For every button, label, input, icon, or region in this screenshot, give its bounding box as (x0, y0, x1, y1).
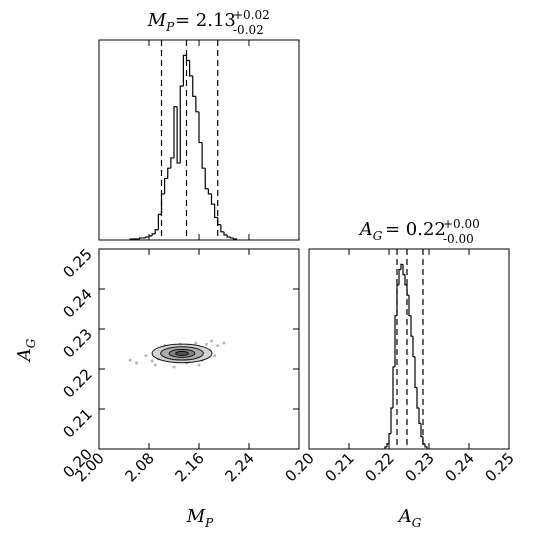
panel-title-plus: +0.02 (233, 8, 270, 22)
x-axis-label-subscript: G (412, 516, 422, 530)
x-tick-label: 0.24 (441, 449, 477, 485)
x-axis-label: AG (397, 506, 422, 530)
x-tick-label: 0.20 (281, 449, 317, 485)
x-tick-label: 2.16 (171, 449, 207, 485)
histogram-bin (424, 443, 428, 449)
panel-title-value: = 0.22 (385, 219, 446, 240)
panel-title-symbol: A (358, 219, 373, 240)
panel-title-plus: +0.00 (443, 217, 480, 231)
x-axis-label-symbol: M (186, 506, 206, 527)
x-axis-label-subscript: P (204, 516, 214, 530)
histogram-bin (420, 423, 423, 438)
sample-point (213, 354, 217, 358)
sample-point (210, 339, 213, 343)
histogram-bin (416, 387, 419, 409)
histogram-bin (201, 142, 206, 169)
sample-point (205, 342, 208, 346)
histogram-bin (229, 236, 234, 239)
histogram-bin (388, 433, 391, 444)
y-tick-label: 0.22 (59, 365, 95, 401)
histogram-bin (394, 315, 397, 367)
panel-title-value: = 2.13 (175, 10, 236, 31)
x-tick-label: 0.23 (401, 449, 437, 485)
panel-title-minus: -0.02 (233, 23, 264, 37)
histogram-bin (170, 157, 174, 169)
y-axis-label-subscript: G (24, 338, 38, 348)
histogram-bin (204, 168, 209, 190)
histogram-bin (418, 407, 421, 424)
histogram-bin (214, 204, 218, 219)
histogram-bin (384, 446, 387, 449)
histogram-bin (189, 60, 193, 77)
panel-title: MP (147, 10, 175, 34)
sample-point (150, 359, 154, 363)
histogram-bin (207, 188, 212, 195)
panel-title-subscript: P (165, 20, 175, 34)
density-contour (175, 350, 189, 356)
histogram-bin (167, 167, 171, 179)
sample-point (144, 354, 148, 358)
histogram-bin (139, 237, 143, 239)
sample-point (197, 363, 201, 367)
histogram-bin (410, 315, 413, 337)
panel-title-subscript: G (373, 229, 383, 243)
sample-point (128, 358, 132, 362)
histogram-bin (392, 366, 395, 408)
sample-point (216, 344, 220, 348)
x-axis-label: MP (186, 506, 214, 530)
histogram-bin (182, 54, 187, 87)
x-tick-label: 0.21 (321, 449, 357, 485)
y-axis-label-symbol: A (14, 348, 35, 363)
y-tick-label: 0.23 (59, 325, 95, 361)
histogram-bin (145, 236, 149, 238)
histogram-bin (151, 233, 156, 236)
x-tick-label: 0.25 (481, 449, 517, 485)
histogram-bin (164, 177, 168, 194)
histogram-bin (406, 284, 409, 296)
histogram-bin (154, 229, 159, 234)
x-axis-label-symbol: A (397, 506, 412, 527)
histogram-bin (198, 111, 203, 144)
histogram-bin (223, 231, 228, 236)
histogram-bin (195, 96, 199, 113)
x-tick-label: 2.08 (121, 449, 157, 485)
histogram-bin (185, 55, 190, 62)
histogram-bin (173, 106, 178, 158)
panel-frame (308, 248, 510, 450)
histogram-bin (412, 336, 415, 358)
sample-point (194, 341, 198, 345)
sample-point (135, 361, 138, 365)
panel-title: AG (358, 219, 383, 243)
y-tick-label: 0.21 (59, 405, 95, 441)
sample-point (153, 363, 157, 367)
histogram-bin (414, 356, 417, 389)
sample-point (222, 341, 226, 345)
histogram-bin (232, 237, 238, 240)
y-tick-label: 0.24 (59, 285, 95, 321)
histogram-bin (386, 443, 389, 447)
histogram-bin (400, 263, 403, 270)
sample-point (172, 365, 176, 369)
histogram-bin (157, 213, 162, 230)
x-tick-label: 0.22 (361, 449, 397, 485)
x-tick-label: 2.24 (221, 449, 257, 485)
histogram-bin (220, 224, 224, 233)
histogram-bin (398, 268, 401, 285)
histogram-bin (404, 274, 407, 286)
histogram-bin (176, 106, 181, 164)
histogram-bin (402, 264, 405, 276)
histogram-bin (408, 295, 411, 317)
panel-title-minus: -0.00 (443, 232, 474, 246)
y-tick-label: 0.25 (59, 245, 95, 281)
panel-title-symbol: M (147, 10, 167, 31)
histogram-bin (226, 234, 231, 238)
histogram-bin (179, 85, 184, 164)
histogram-bin (390, 407, 393, 434)
histogram-bin (210, 193, 215, 205)
histogram-bin (192, 75, 196, 98)
y-axis-label: AG (14, 338, 38, 363)
